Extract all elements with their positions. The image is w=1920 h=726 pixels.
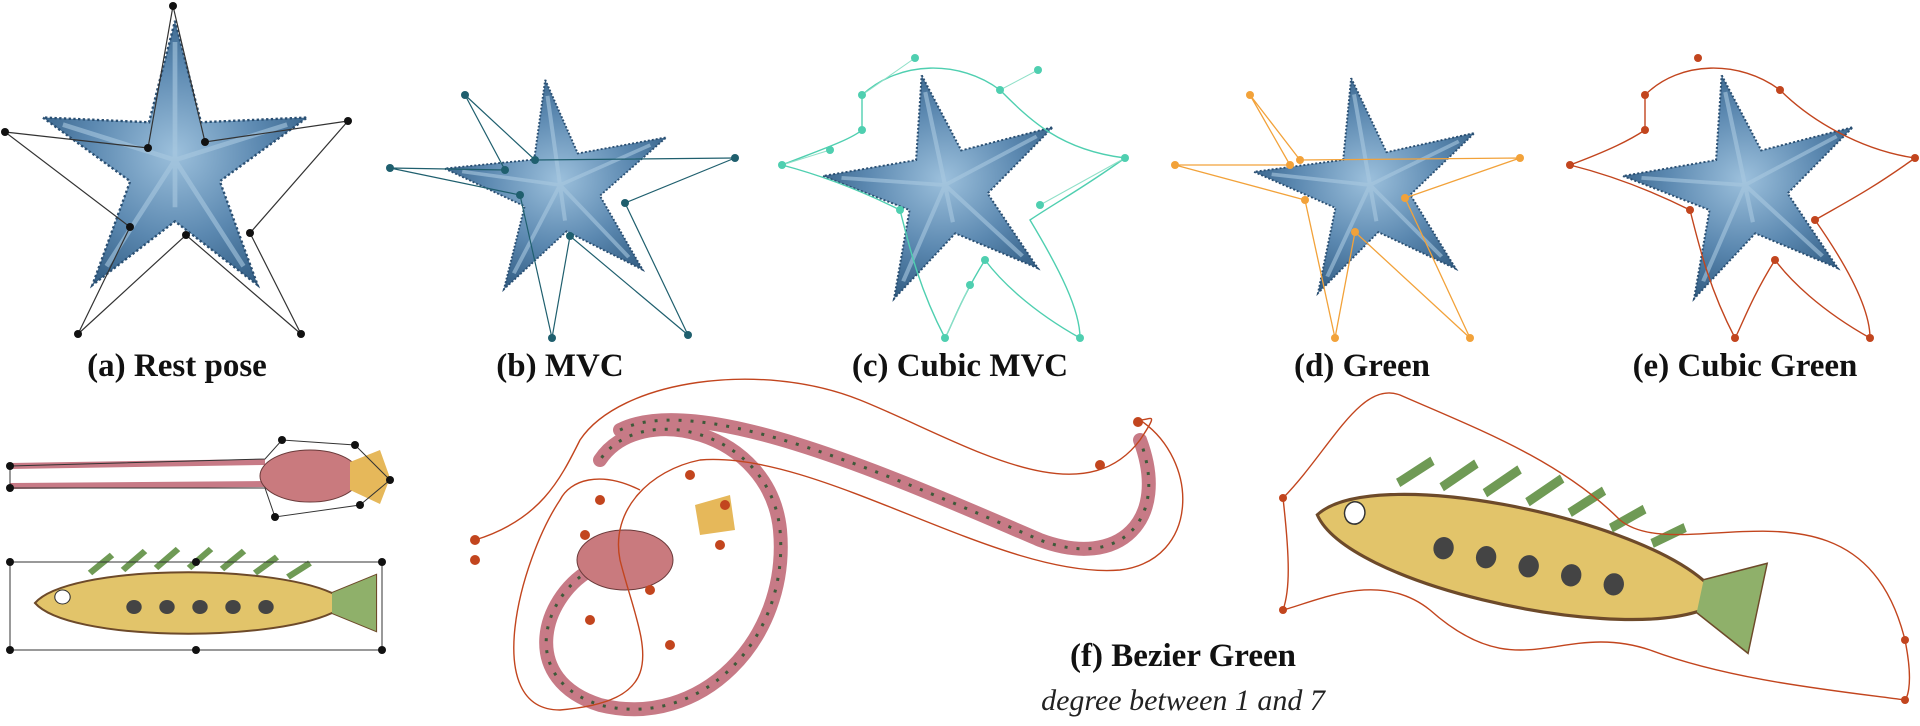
shrimp-body — [576, 529, 674, 591]
caption-a: (a) Rest pose — [87, 348, 267, 384]
shrimp-tail — [695, 495, 735, 535]
subcaption-f: degree between 1 and 7 — [1041, 684, 1325, 717]
starfish-illustration — [432, 62, 687, 298]
panel-d-green — [1171, 56, 1524, 342]
cage-vertices — [1171, 91, 1524, 342]
caption-e: (e) Cubic Green — [1632, 348, 1858, 384]
caption-b: (b) MVC — [496, 348, 624, 384]
panel-c-cubic-mvc — [778, 51, 1129, 342]
caption-c: (c) Cubic MVC — [851, 348, 1069, 384]
panel-e-cubic-green — [1566, 51, 1919, 342]
cage-vertices — [386, 91, 739, 342]
cage-vertices — [6, 558, 386, 654]
cage-curve — [1282, 392, 1911, 701]
cage-vertices — [1279, 494, 1909, 704]
caption-f: (f) Bezier Green — [1069, 638, 1297, 674]
starfish-illustration — [1607, 51, 1881, 308]
panel-f-deformed-fish — [1279, 392, 1911, 704]
cage-vertices — [778, 54, 1129, 342]
panel-a-rest-pose — [1, 2, 352, 338]
caption-d: (d) Green — [1294, 348, 1430, 384]
fish-illustration — [1307, 430, 1775, 656]
cage-polygon — [9, 439, 391, 518]
cage-vertices — [1566, 54, 1919, 342]
cage-curve — [1567, 67, 1917, 340]
cage-vertices — [6, 436, 394, 521]
cage-tangent-lines — [781, 57, 1126, 339]
panel-f-rest-shapes — [6, 436, 394, 654]
cage-curve — [474, 378, 1184, 711]
shrimp-illustration — [9, 449, 390, 504]
cage-vertices — [1, 2, 352, 338]
cage-vertices — [470, 417, 1143, 650]
panel-f-deformed-shrimp — [470, 378, 1184, 717]
panel-b-mvc — [386, 62, 739, 342]
cage-curve — [779, 67, 1127, 340]
starfish-illustration — [807, 51, 1081, 308]
